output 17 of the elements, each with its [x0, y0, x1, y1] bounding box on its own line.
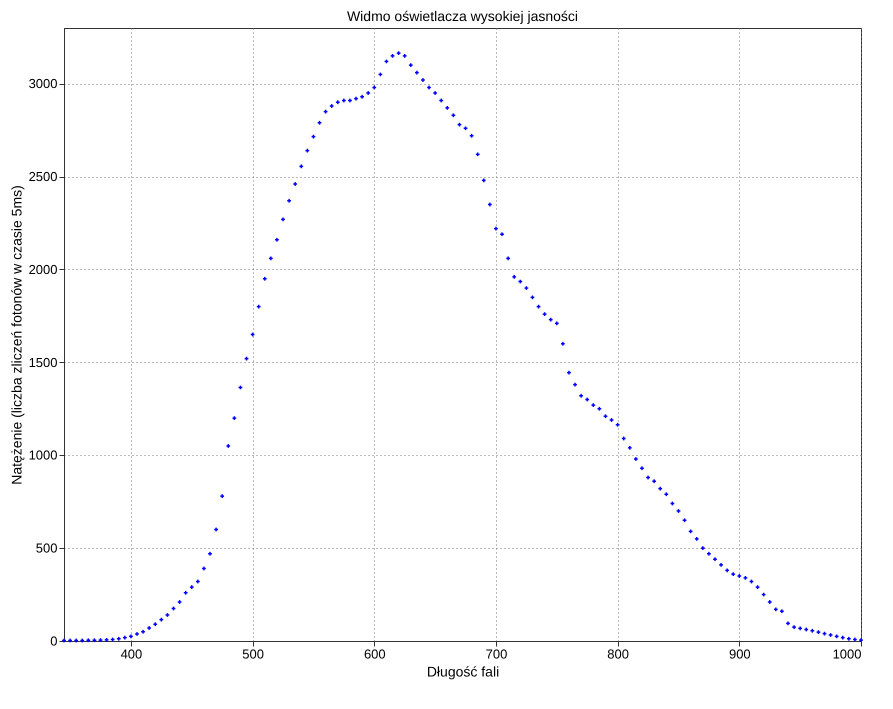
x-tick-label: 500 [242, 646, 264, 662]
x-tick-label: 700 [486, 646, 508, 662]
x-tick-label: 800 [607, 646, 629, 662]
y-axis-title: Natężenie (liczba zliczeń fotonów w czasie 5ms) [8, 185, 25, 485]
x-tick-label: 900 [728, 646, 751, 662]
chart-title: Widmo oświetlacza wysokiej jasności [346, 8, 578, 24]
x-axis-title: Długość fali [426, 664, 500, 680]
x-tick-label: 1000 [832, 646, 862, 662]
y-tick-label: 1500 [28, 354, 58, 370]
x-tick-label: 600 [364, 646, 386, 662]
y-tick-label: 500 [36, 540, 58, 556]
y-tick-label: 2000 [28, 262, 58, 277]
y-tick-label: 2500 [28, 169, 58, 184]
y-tick-label: 0 [50, 634, 58, 648]
y-tick-label: 3000 [28, 76, 58, 92]
x-tick-label: 400 [120, 646, 142, 662]
y-tick-label: 1000 [28, 448, 58, 463]
